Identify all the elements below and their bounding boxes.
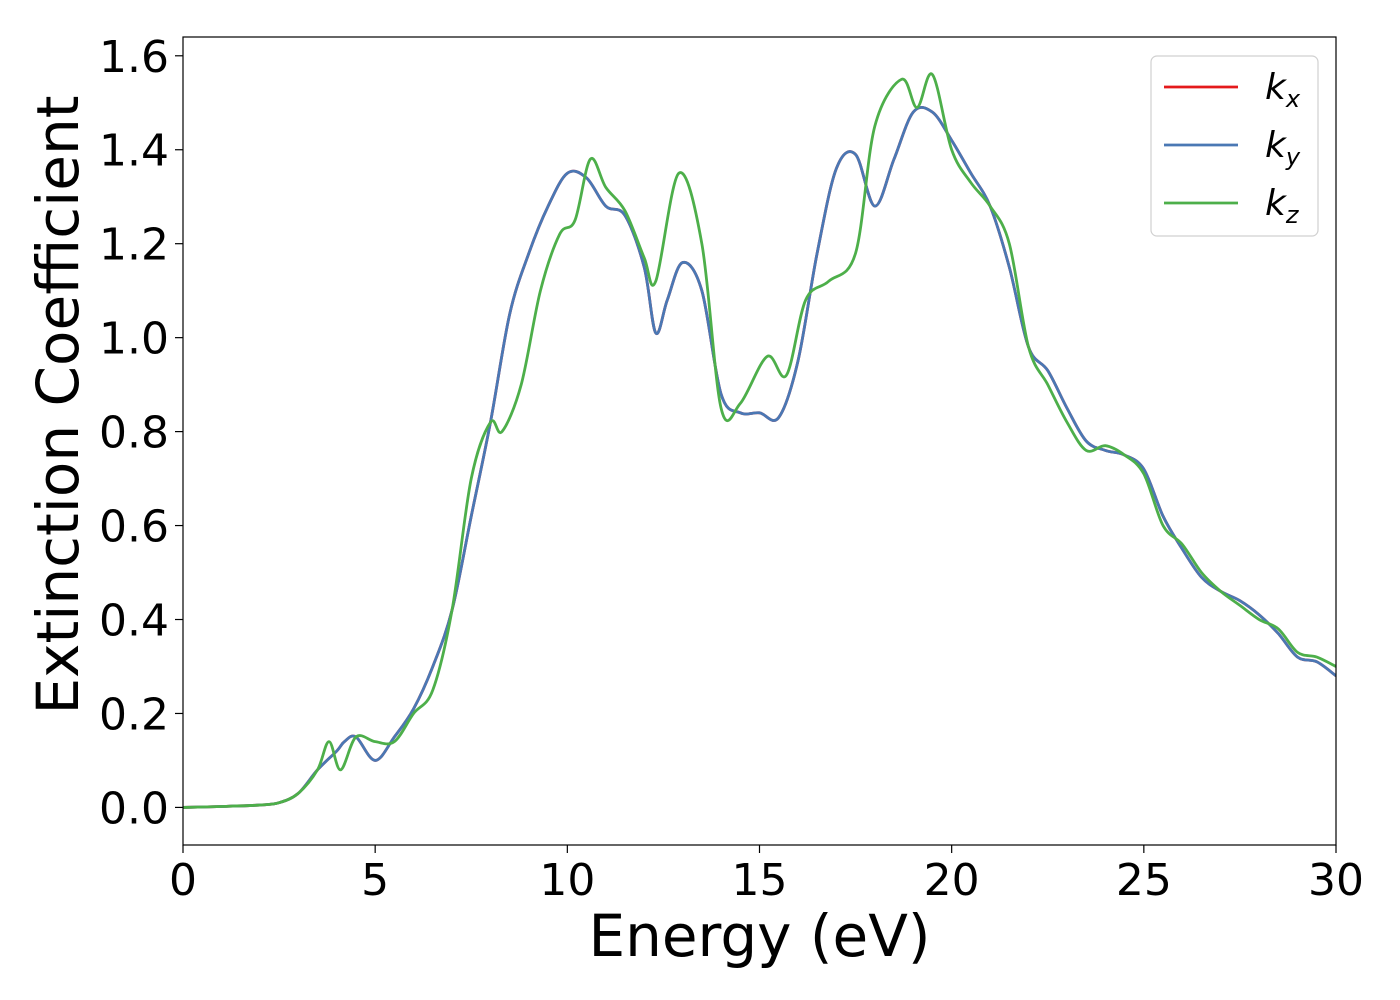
legend-label-x: kx	[1265, 67, 1301, 113]
legend-label-main: k	[1265, 67, 1288, 108]
legend-label-y: ky	[1265, 125, 1301, 171]
y-tick-label: 1.4	[99, 126, 169, 177]
legend-label-z: kz	[1265, 183, 1300, 229]
y-tick-label: 0.0	[99, 783, 169, 834]
x-tick-label: 25	[1116, 855, 1172, 906]
y-axis: 0.0 0.2 0.4 0.6 0.8 1.0 1.2 1.4 1.6	[99, 32, 183, 834]
y-axis-title: Extinction Coefficient	[24, 96, 92, 715]
legend-label-subscript: y	[1285, 143, 1301, 171]
legend-label-subscript: x	[1285, 85, 1301, 113]
x-tick-label: 0	[169, 855, 197, 906]
x-tick-label: 15	[732, 855, 788, 906]
x-tick-label: 30	[1308, 855, 1364, 906]
series-line-y	[183, 106, 1336, 809]
y-tick-label: 1.6	[99, 32, 169, 83]
y-tick-label: 1.0	[99, 314, 169, 365]
y-tick-label: 0.4	[99, 596, 169, 647]
x-axis: 0 5 10 15 20 25 30	[169, 845, 1364, 906]
legend-label-main: k	[1265, 125, 1288, 166]
x-tick-label: 20	[924, 855, 980, 906]
y-tick-label: 0.6	[99, 502, 169, 553]
x-tick-label: 10	[539, 855, 595, 906]
y-tick-label: 0.2	[99, 689, 169, 740]
legend-label-subscript: z	[1285, 201, 1300, 229]
y-tick-label: 0.8	[99, 408, 169, 459]
series-layer	[183, 72, 1336, 809]
series-line-z	[183, 72, 1336, 809]
legend-label-main: k	[1265, 183, 1288, 224]
x-axis-title: Energy (eV)	[588, 902, 930, 970]
y-tick-label: 1.2	[99, 220, 169, 271]
x-tick-label: 5	[361, 855, 389, 906]
